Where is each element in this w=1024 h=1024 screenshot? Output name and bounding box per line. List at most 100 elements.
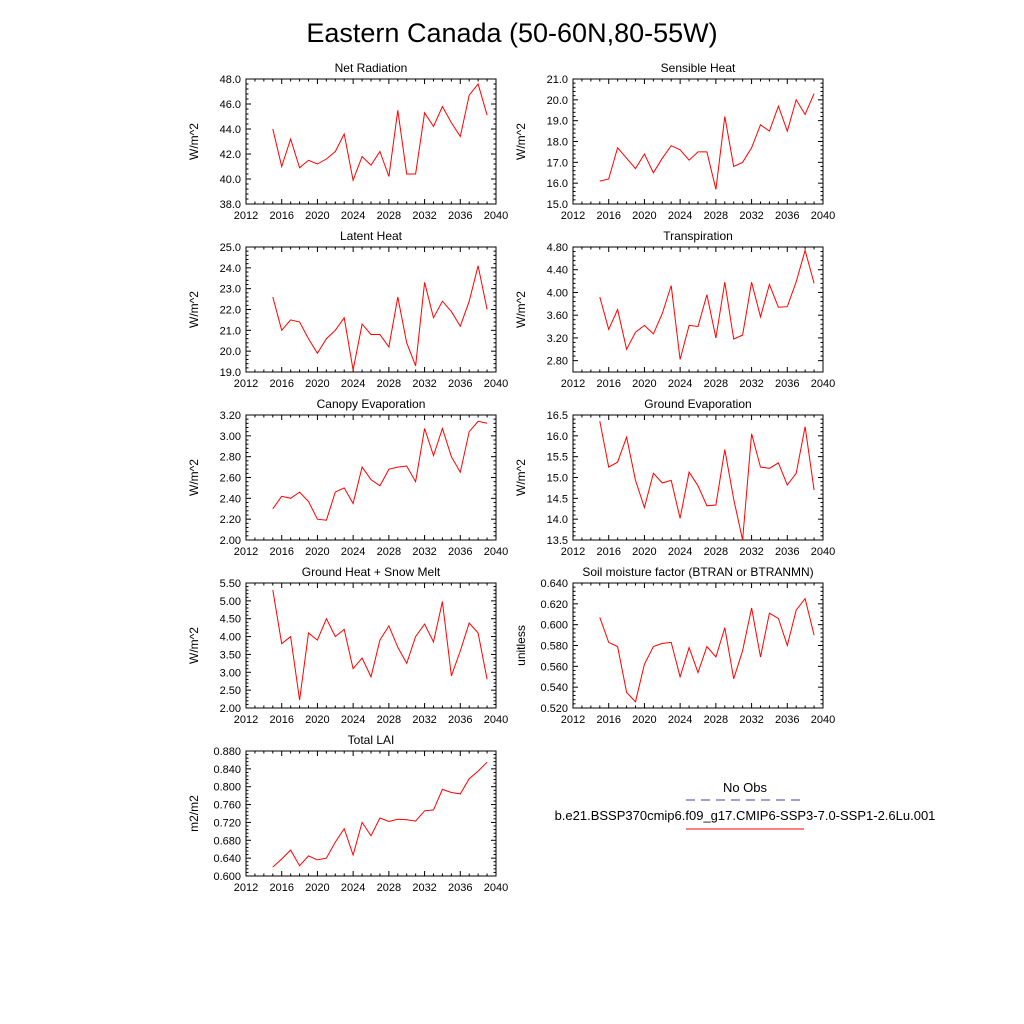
y-tick-label: 20.0 [547, 95, 568, 107]
x-tick-label: 2032 [412, 378, 436, 390]
x-tick-label: 2040 [811, 714, 835, 726]
x-tick-label: 2024 [341, 546, 365, 558]
x-tick-label: 2028 [704, 210, 728, 222]
panel-title-soil-moisture-factor-btran-or-btranmn: Soil moisture factor (BTRAN or BTRANMN) [582, 565, 813, 579]
x-tick-label: 2040 [811, 378, 835, 390]
plot-frame-net-radiation [245, 78, 497, 205]
y-axis-label-ground-heat-snow-melt: W/m^2 [187, 627, 201, 664]
x-tick-label: 2040 [811, 210, 835, 222]
y-tick-label: 0.760 [213, 800, 241, 812]
y-tick-label: 0.840 [213, 764, 241, 776]
panel-total-lai: Total LAI m2/m2 2012 2016 2020 2024 2028 2032 20… [187, 733, 508, 894]
x-tick-label: 2036 [775, 714, 799, 726]
panel-net-radiation: Net Radiation W/m^2 2012 2016 2020 2024 2028 20… [187, 61, 508, 222]
y-tick-label: 2.40 [220, 493, 241, 505]
x-tick-label: 2032 [412, 210, 436, 222]
panel-title-total-lai: Total LAI [348, 733, 395, 747]
plot-frame-ground-evaporation [572, 414, 824, 541]
panel-title-transpiration: Transpiration [663, 229, 733, 243]
x-tick-label: 2012 [234, 714, 258, 726]
x-tick-label: 2012 [234, 378, 258, 390]
x-tick-label: 2032 [412, 546, 436, 558]
y-tick-label: 0.640 [540, 578, 568, 590]
y-tick-label: 22.0 [220, 305, 241, 317]
x-tick-label: 2028 [377, 882, 401, 894]
y-tick-label: 48.0 [220, 74, 241, 86]
x-tick-label: 2016 [596, 210, 620, 222]
legend: No Obs b.e21.BSSP370cmip6.f09_g17.CMIP6-… [555, 780, 935, 830]
y-tick-label: 3.00 [220, 667, 241, 679]
x-tick-label: 2016 [269, 210, 293, 222]
x-tick-label: 2036 [448, 378, 472, 390]
x-tick-label: 2024 [668, 546, 692, 558]
y-tick-label: 0.600 [213, 871, 241, 883]
x-tick-label: 2040 [484, 714, 508, 726]
y-axis-label-canopy-evaporation: W/m^2 [187, 459, 201, 496]
x-tick-label: 2032 [412, 714, 436, 726]
series-line-net-radiation [272, 82, 488, 183]
y-tick-label: 19.0 [547, 116, 568, 128]
x-tick-label: 2020 [305, 210, 329, 222]
y-tick-label: 3.00 [220, 431, 241, 443]
y-tick-label: 2.60 [220, 473, 241, 485]
x-tick-label: 2016 [596, 378, 620, 390]
x-tick-label: 2032 [739, 210, 763, 222]
x-tick-label: 2024 [668, 378, 692, 390]
x-tick-label: 2012 [234, 546, 258, 558]
y-tick-label: 3.20 [220, 410, 241, 422]
panel-soil-moisture-factor-btran-or-btranmn: Soil moisture factor (BTRAN or BTRANMN) u… [514, 565, 835, 726]
x-tick-label: 2040 [484, 210, 508, 222]
y-tick-label: 40.0 [220, 174, 241, 186]
y-tick-label: 0.880 [213, 746, 241, 758]
x-tick-label: 2016 [269, 882, 293, 894]
x-tick-label: 2036 [775, 210, 799, 222]
x-tick-label: 2040 [484, 546, 508, 558]
x-tick-label: 2016 [596, 714, 620, 726]
y-tick-label: 0.800 [213, 782, 241, 794]
panel-ground-evaporation: Ground Evaporation W/m^2 2012 2016 2020 2024 2… [514, 397, 835, 558]
plot-frame-transpiration [572, 246, 824, 373]
y-axis-label-sensible-heat: W/m^2 [514, 123, 528, 160]
y-tick-label: 42.0 [220, 149, 241, 161]
x-tick-label: 2012 [561, 546, 585, 558]
y-tick-label: 13.5 [547, 535, 568, 547]
y-tick-label: 5.00 [220, 596, 241, 608]
panel-title-ground-heat-snow-melt: Ground Heat + Snow Melt [302, 565, 441, 579]
y-tick-label: 0.520 [540, 703, 568, 715]
y-tick-label: 0.600 [540, 620, 568, 632]
series-line-canopy-evaporation [272, 420, 488, 521]
x-tick-label: 2040 [484, 882, 508, 894]
x-tick-label: 2032 [412, 882, 436, 894]
y-tick-label: 0.540 [540, 682, 568, 694]
y-axis-label-net-radiation: W/m^2 [187, 123, 201, 160]
plot-frame-soil-moisture-factor-btran-or-btranmn [572, 582, 824, 709]
panel-canopy-evaporation: Canopy Evaporation W/m^2 2012 2016 2020 2024 2… [187, 397, 508, 558]
y-axis-label-soil-moisture-factor-btran-or-btranmn: unitless [514, 625, 528, 666]
y-tick-label: 5.50 [220, 578, 241, 590]
x-tick-label: 2020 [305, 882, 329, 894]
y-tick-label: 23.0 [220, 284, 241, 296]
y-tick-label: 2.80 [220, 452, 241, 464]
panel-title-net-radiation: Net Radiation [335, 61, 408, 75]
panel-title-latent-heat: Latent Heat [340, 229, 403, 243]
y-tick-label: 24.0 [220, 263, 241, 275]
y-tick-label: 2.50 [220, 685, 241, 697]
figure-title: Eastern Canada (50-60N,80-55W) [306, 18, 717, 48]
panel-title-ground-evaporation: Ground Evaporation [644, 397, 751, 411]
x-tick-label: 2040 [484, 378, 508, 390]
x-tick-label: 2028 [377, 546, 401, 558]
x-tick-label: 2012 [561, 210, 585, 222]
x-tick-label: 2036 [448, 210, 472, 222]
y-tick-label: 25.0 [220, 242, 241, 254]
x-tick-label: 2032 [739, 714, 763, 726]
y-tick-label: 15.0 [547, 199, 568, 211]
plot-frame-ground-heat-snow-melt [245, 582, 497, 709]
y-axis-label-transpiration: W/m^2 [514, 291, 528, 328]
x-tick-label: 2024 [341, 210, 365, 222]
panel-title-sensible-heat: Sensible Heat [661, 61, 736, 75]
y-tick-label: 14.0 [547, 514, 568, 526]
x-tick-label: 2036 [775, 546, 799, 558]
y-tick-label: 3.50 [220, 649, 241, 661]
panel-ground-heat-snow-melt: Ground Heat + Snow Melt W/m^2 2012 2016 2020… [187, 565, 508, 726]
x-tick-label: 2028 [377, 378, 401, 390]
